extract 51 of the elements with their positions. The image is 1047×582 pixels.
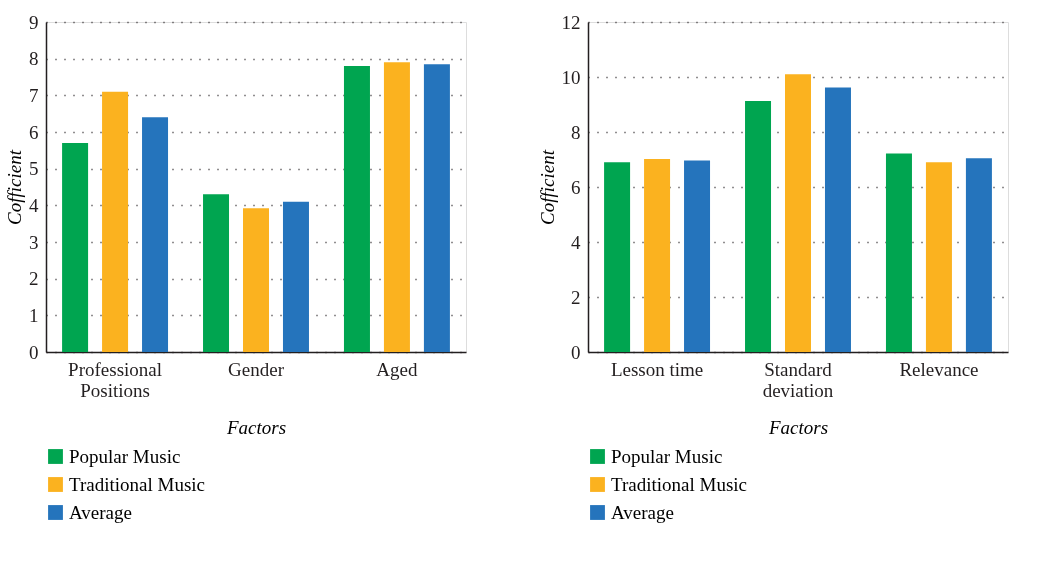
bar [423,64,450,352]
y-tick-label: 10 [561,66,581,88]
bar [925,162,952,352]
legend-label: Popular Music [611,445,723,467]
legend-label: Traditional Music [69,473,205,495]
bar [965,158,992,352]
y-tick-label: 12 [561,11,581,33]
y-tick-label: 6 [571,176,581,198]
y-tick-label: 4 [29,194,39,216]
x-axis-title: Factors [767,416,829,438]
y-tick-label: 5 [29,158,39,180]
bar [203,194,230,352]
legend-label: Traditional Music [611,473,747,495]
bar [343,66,370,352]
bar [142,117,169,352]
bar [684,160,711,352]
y-tick-label: 1 [29,304,39,326]
bar [383,62,410,352]
y-tick-label: 8 [29,48,39,70]
y-tick-label: 0 [571,341,581,363]
y-tick-label: 9 [29,11,39,33]
x-axis-title: Factors [225,416,287,438]
y-tick-label: 2 [29,268,39,290]
y-tick-label: 4 [571,231,581,253]
x-tick-label: Gender [228,358,285,380]
legend-label: Average [69,501,132,523]
y-tick-label: 7 [29,84,39,106]
legend-label: Average [611,501,674,523]
bar [243,208,269,352]
x-tick-label: Professional Positions [68,358,163,401]
x-tick-label: Lesson time [610,358,704,380]
y-tick-label: 3 [29,231,39,253]
legend-label: Popular Music [69,445,181,467]
y-axis-title: Cofficient [4,149,25,225]
x-tick-label: Standard deviation [762,358,834,401]
bar [785,74,811,352]
x-tick-label: Relevance [899,358,979,380]
bar [644,158,671,352]
bar [62,143,89,352]
bar [885,153,912,352]
y-tick-label: 6 [29,121,39,143]
y-tick-label: 2 [571,286,581,308]
bar [745,100,772,352]
bar [824,87,851,352]
y-tick-label: 8 [571,121,581,143]
bar [604,162,631,352]
bar [102,91,129,352]
y-tick-label: 0 [29,341,39,363]
y-axis-title: Cofficient [536,149,558,225]
x-tick-label: Aged [376,358,419,380]
bar [282,201,309,352]
